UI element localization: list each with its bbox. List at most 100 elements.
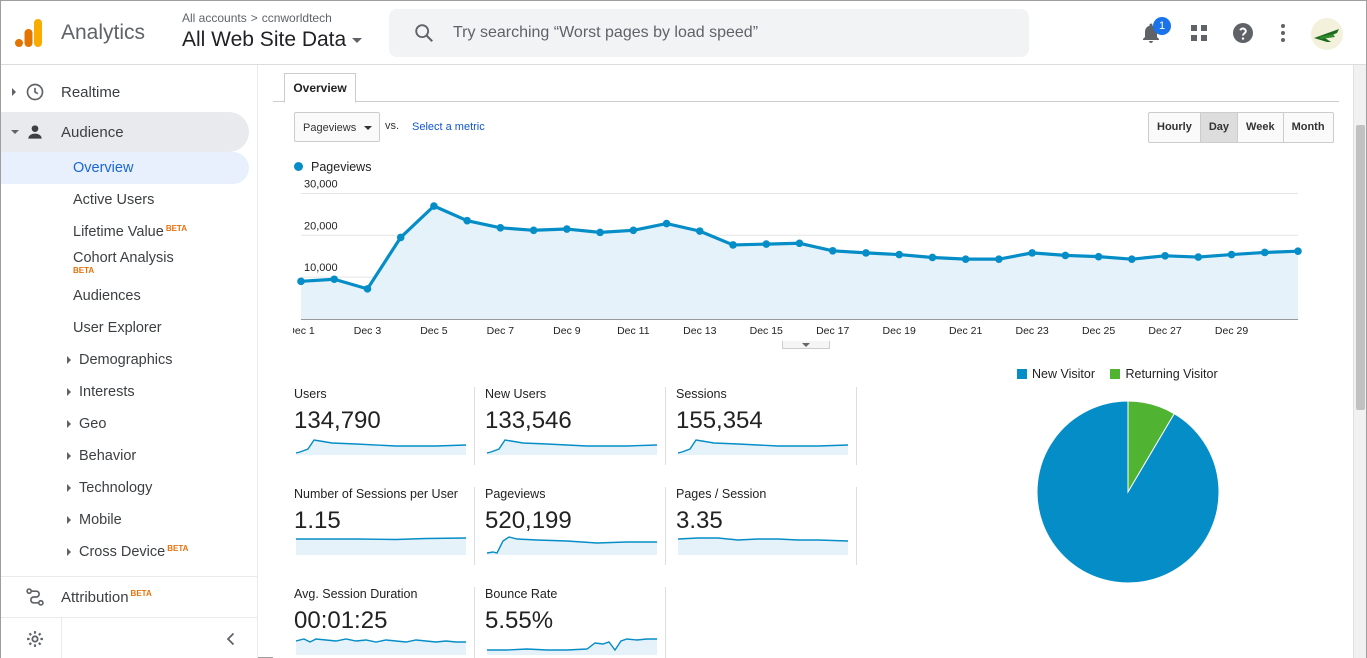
sidebar-item-cross-device[interactable]: Cross Device BETA	[79, 544, 188, 560]
month-button[interactable]: Month	[1291, 121, 1325, 133]
data-point[interactable]	[961, 255, 970, 263]
breadcrumb[interactable]: All accounts > ccnworldtech	[182, 11, 332, 25]
select-metric-link[interactable]: Select a metric	[412, 121, 485, 133]
data-point[interactable]	[1061, 251, 1070, 260]
data-point[interactable]	[563, 225, 571, 233]
metric-new-users[interactable]: New Users 133,546	[485, 387, 665, 467]
hourly-button[interactable]: Hourly	[1149, 113, 1201, 142]
apps-grid-icon[interactable]	[1187, 21, 1211, 45]
analytics-logo-icon[interactable]	[15, 17, 43, 49]
data-point[interactable]	[596, 228, 604, 237]
sidebar-item-label: Audience	[61, 124, 124, 141]
sidebar-item-label: Cross Device	[79, 544, 166, 560]
data-point[interactable]	[1128, 255, 1136, 263]
beta-badge: BETA	[165, 224, 187, 233]
data-point[interactable]	[1194, 253, 1203, 261]
metric-avg-session-duration[interactable]: Avg. Session Duration 00:01:25	[294, 587, 474, 658]
more-vert-icon[interactable]	[1271, 21, 1295, 45]
data-point[interactable]	[762, 240, 771, 248]
metric-bounce-rate[interactable]: Bounce Rate 5.55%	[485, 587, 665, 658]
sidebar-item-geo[interactable]: Geo	[79, 416, 107, 432]
gear-icon[interactable]	[25, 629, 45, 649]
sidebar-item-label: Lifetime Value	[73, 224, 164, 240]
metric-value: 5.55%	[485, 607, 554, 634]
sidebar-footer	[1, 617, 258, 658]
data-point[interactable]	[1260, 248, 1269, 257]
data-point[interactable]	[828, 246, 837, 255]
sidebar-item-mobile[interactable]: Mobile	[79, 512, 122, 528]
data-point[interactable]	[862, 249, 870, 257]
tab-overview[interactable]: Overview	[284, 73, 356, 103]
metric-sessions[interactable]: Sessions 155,354	[676, 387, 856, 467]
chart-collapse-toggle[interactable]	[782, 341, 830, 349]
sidebar-item-overview[interactable]: Overview	[73, 160, 134, 176]
data-point[interactable]	[629, 226, 638, 235]
data-point[interactable]	[928, 253, 937, 262]
data-point[interactable]	[696, 227, 704, 235]
metric-value: 00:01:25	[294, 607, 388, 634]
data-point[interactable]	[297, 277, 305, 286]
metric-sessions-per-user[interactable]: Number of Sessions per User 1.15	[294, 487, 474, 567]
sidebar-item-cohort-analysis[interactable]: Cohort Analysis	[73, 250, 174, 266]
sidebar-item-behavior[interactable]: Behavior	[79, 448, 137, 464]
data-point[interactable]	[1227, 250, 1236, 259]
visitor-type-pie-chart[interactable]: 8.5%91.5%	[1033, 397, 1223, 587]
data-point[interactable]	[430, 202, 438, 210]
chevron-left-icon[interactable]	[223, 631, 239, 647]
sidebar-item-audience[interactable]: Audience	[1, 114, 249, 150]
data-point[interactable]	[330, 275, 339, 284]
help-icon[interactable]	[1231, 21, 1255, 45]
metric-divider	[474, 587, 475, 658]
week-button[interactable]: Week	[1238, 113, 1284, 142]
sidebar-item-technology[interactable]: Technology	[79, 480, 153, 496]
sidebar-item-active-users[interactable]: Active Users	[73, 192, 155, 208]
page-scrollbar[interactable]	[1353, 65, 1366, 658]
metric-name: Bounce Rate	[485, 587, 558, 601]
sidebar-divider	[1, 576, 258, 577]
data-point[interactable]	[1294, 247, 1302, 256]
x-tick-label: Dec 21	[949, 325, 982, 337]
metric-pages-per-session[interactable]: Pages / Session 3.35	[676, 487, 856, 567]
clock-icon	[26, 83, 44, 101]
sidebar-item-demographics[interactable]: Demographics	[79, 352, 173, 368]
data-point[interactable]	[529, 226, 538, 235]
day-button[interactable]: Day	[1200, 113, 1239, 142]
expand-arrow-icon	[67, 516, 71, 524]
sidebar-item-attribution[interactable]: Attribution BETA	[1, 579, 258, 615]
account-avatar[interactable]	[1311, 18, 1343, 50]
data-point[interactable]	[463, 216, 471, 225]
metric-users[interactable]: Users 134,790	[294, 387, 474, 467]
x-tick-label: Dec 19	[883, 325, 916, 337]
data-point[interactable]	[1094, 252, 1103, 261]
metric-value: 1.15	[294, 507, 341, 534]
data-point[interactable]	[396, 233, 405, 242]
sidebar-item-interests[interactable]: Interests	[79, 384, 135, 400]
metric-dropdown[interactable]: Pageviews	[294, 112, 380, 142]
breadcrumb-account[interactable]: ccnworldtech	[261, 11, 332, 25]
metric-pageviews[interactable]: Pageviews 520,199	[485, 487, 665, 567]
footer-separator	[61, 618, 62, 658]
data-point[interactable]	[496, 223, 505, 232]
search-bar[interactable]: Try searching “Worst pages by load speed…	[389, 9, 1029, 57]
sidebar-item-realtime[interactable]: Realtime	[1, 74, 258, 110]
pie-slice-new-visitor[interactable]	[1036, 400, 1220, 584]
data-point[interactable]	[795, 239, 804, 248]
data-point[interactable]	[1028, 249, 1036, 257]
scrollbar-thumb[interactable]	[1356, 125, 1365, 410]
data-point[interactable]	[662, 219, 671, 228]
pageviews-line-chart[interactable]: 10,000 20,000 30,000 Dec 1 Dec 3 Dec 5 Dec 7 De…	[293, 175, 1323, 350]
expand-arrow-icon	[67, 484, 71, 492]
sidebar-item-lifetime-value[interactable]: Lifetime Value BETA	[73, 224, 187, 240]
data-point[interactable]	[995, 255, 1003, 263]
sidebar-item-audiences[interactable]: Audiences	[73, 288, 141, 304]
legend-item-new-visitor[interactable]: New Visitor	[1017, 367, 1095, 381]
data-point[interactable]	[729, 241, 737, 249]
expand-arrow-icon	[67, 548, 71, 556]
data-point[interactable]	[895, 250, 903, 259]
legend-item-returning-visitor[interactable]: Returning Visitor	[1110, 367, 1218, 381]
data-point[interactable]	[363, 285, 372, 293]
sidebar-item-user-explorer[interactable]: User Explorer	[73, 320, 162, 336]
breadcrumb-root[interactable]: All accounts	[182, 11, 247, 25]
data-point[interactable]	[1161, 252, 1169, 260]
property-selector[interactable]: All Web Site Data	[182, 28, 363, 52]
